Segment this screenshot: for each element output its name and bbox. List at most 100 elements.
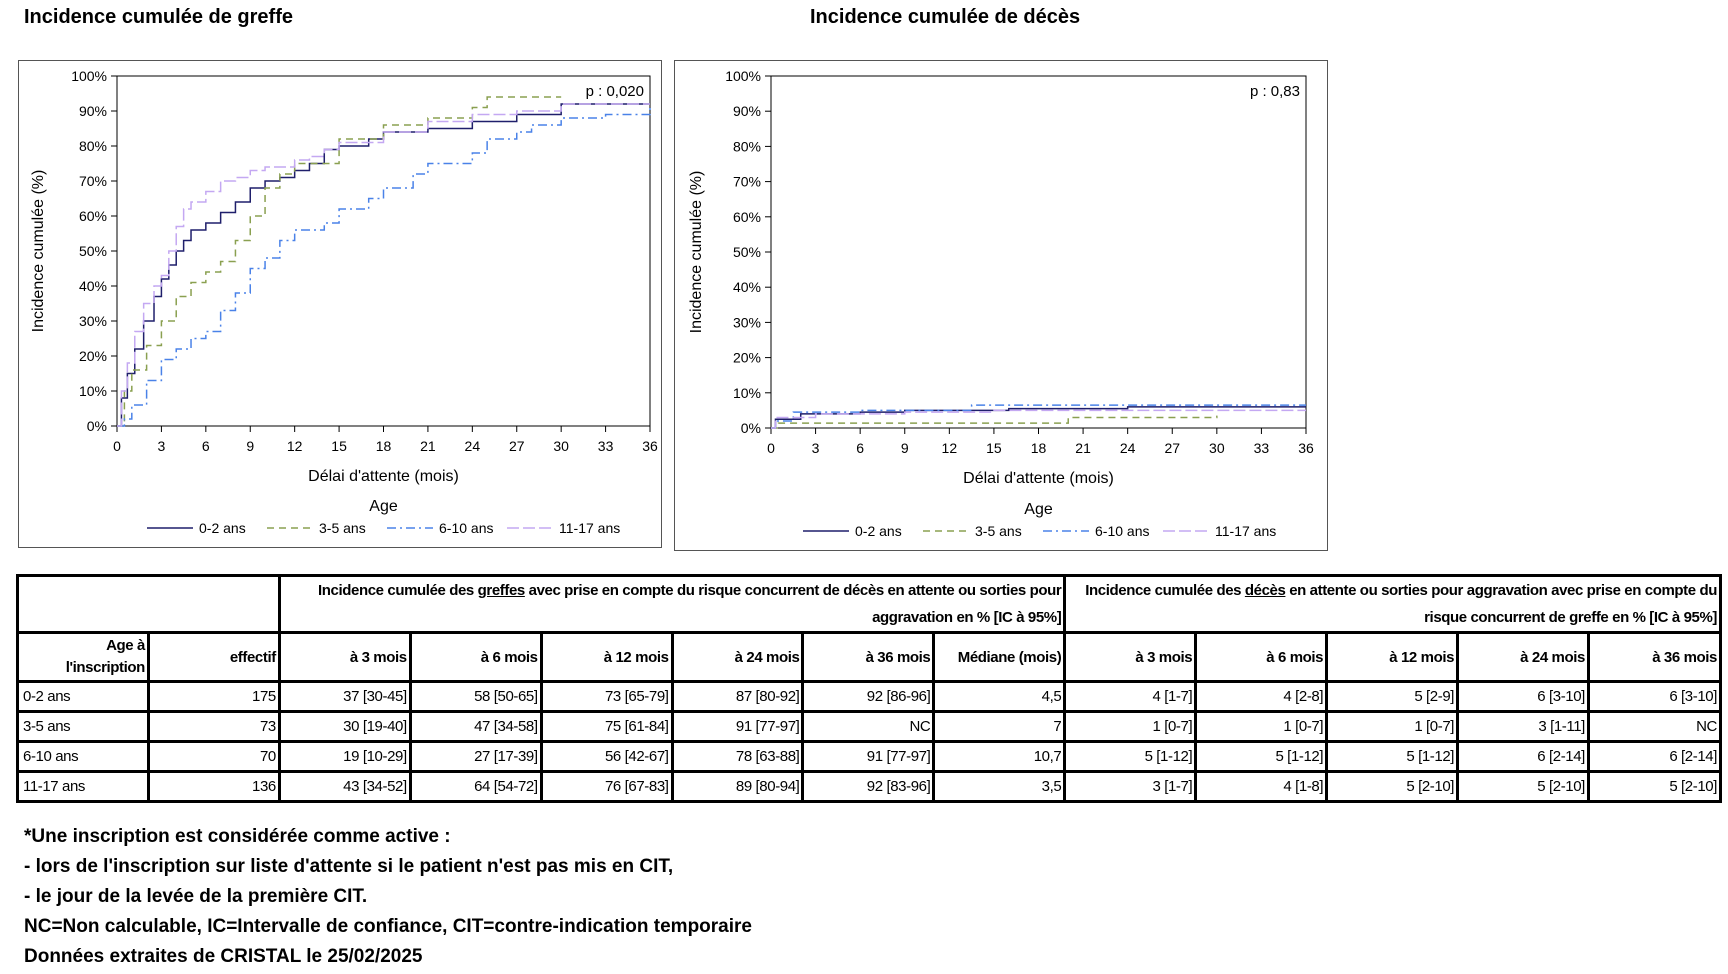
table-cell: 5 [2-10] xyxy=(1456,770,1590,803)
table-cell: 7 xyxy=(932,710,1067,743)
x-tick-label: 36 xyxy=(1298,440,1314,456)
y-tick-label: 90% xyxy=(733,103,761,119)
table-cell: 6 [2-14] xyxy=(1586,740,1723,773)
table-cell: 91 [77-97] xyxy=(801,740,936,773)
table-row-label: 6-10 ans xyxy=(16,740,150,773)
y-tick-label: 40% xyxy=(733,279,761,295)
table-cell: 56 [42-67] xyxy=(539,740,674,773)
x-tick-label: 12 xyxy=(287,438,303,454)
table-header-cell: à 12 mois xyxy=(539,631,674,683)
table-group-header-deces: Incidence cumulée des décès en attente o… xyxy=(1063,574,1722,634)
x-tick-label: 0 xyxy=(767,440,775,456)
table-header-cell: à 36 mois xyxy=(801,631,936,683)
series-line xyxy=(771,409,1306,429)
x-tick-label: 3 xyxy=(158,438,166,454)
legend-label: 3-5 ans xyxy=(319,520,366,536)
footnote-line: NC=Non calculable, IC=Intervalle de conf… xyxy=(24,916,752,937)
table-row-label: 3-5 ans xyxy=(16,710,150,743)
y-tick-label: 70% xyxy=(79,173,107,189)
legend-label: 0-2 ans xyxy=(855,523,902,539)
table-cell: 78 [63-88] xyxy=(670,740,805,773)
table-cell: 70 xyxy=(146,740,281,773)
table-cell: 4 [1-7] xyxy=(1063,680,1198,713)
table-header-cell: à 24 mois xyxy=(670,631,805,683)
table-cell: 5 [2-10] xyxy=(1325,770,1460,803)
table-cell: 43 [34-52] xyxy=(277,770,412,803)
footnote-line: - lors de l'inscription sur liste d'atte… xyxy=(24,856,674,877)
y-tick-label: 0% xyxy=(741,420,761,436)
table-header-cell: à 3 mois xyxy=(277,631,412,683)
y-tick-label: 50% xyxy=(733,244,761,260)
legend-title: Age xyxy=(1024,501,1053,518)
table-header-cell: à 12 mois xyxy=(1325,631,1460,683)
table-cell: NC xyxy=(1586,710,1723,743)
table-cell: 27 [17-39] xyxy=(408,740,543,773)
table-row: 6-10 ans 70 19 [10-29] 27 [17-39] 56 [42-67]… xyxy=(16,740,1723,773)
table-corner-cell xyxy=(16,574,281,634)
table-group-header-greffes: Incidence cumulée des greffes avec prise… xyxy=(277,574,1067,634)
x-tick-label: 30 xyxy=(1209,440,1225,456)
y-tick-label: 30% xyxy=(79,313,107,329)
y-axis-label: Incidence cumulée (%) xyxy=(688,171,705,334)
x-tick-label: 33 xyxy=(1254,440,1270,456)
x-tick-label: 3 xyxy=(812,440,820,456)
table-cell: 6 [2-14] xyxy=(1456,740,1590,773)
table-cell: 47 [34-58] xyxy=(408,710,543,743)
x-tick-label: 9 xyxy=(246,438,254,454)
table-cell: 58 [50-65] xyxy=(408,680,543,713)
table-cell: 87 [80-92] xyxy=(670,680,805,713)
x-axis-label: Délai d'attente (mois) xyxy=(963,470,1114,487)
x-tick-label: 15 xyxy=(331,438,347,454)
table-cell: 73 [65-79] xyxy=(539,680,674,713)
y-tick-label: 70% xyxy=(733,174,761,190)
table-cell: 76 [67-83] xyxy=(539,770,674,803)
table-header-cell: à 36 mois xyxy=(1586,631,1723,683)
table-header-age: Age à l'inscription xyxy=(16,631,150,683)
table-cell: 3 [1-11] xyxy=(1456,710,1590,743)
chart-greffe: 0%10%20%30%40%50%60%70%80%90%100%0 3 6 9 12 1… xyxy=(30,68,658,536)
table-cell: 4 [1-8] xyxy=(1194,770,1329,803)
x-tick-label: 21 xyxy=(1075,440,1091,456)
legend-label: 6-10 ans xyxy=(1095,523,1149,539)
chart-panel-greffe: 0% 10% 20% 30% 40% 50% 60% 70% 80% 90% 100% 0 3 6 9 12 1… xyxy=(18,60,662,548)
table-cell: 5 [2-10] xyxy=(1586,770,1723,803)
table-cell: 4 [2-8] xyxy=(1194,680,1329,713)
table-header-cell: à 3 mois xyxy=(1063,631,1198,683)
legend-label: 11-17 ans xyxy=(559,520,620,536)
table-cell: 75 [61-84] xyxy=(539,710,674,743)
y-tick-label: 40% xyxy=(79,278,107,294)
series-line xyxy=(117,96,562,427)
y-tick-label: 20% xyxy=(79,348,107,364)
footnote-line: *Une inscription est considérée comme ac… xyxy=(24,826,451,847)
table-row: 0-2 ans 175 37 [30-45] 58 [50-65] 73 [65-79]… xyxy=(16,680,1723,713)
table-cell: NC xyxy=(801,710,936,743)
table-cell: 136 xyxy=(146,770,281,803)
chart-title-deces: Incidence cumulée de décès xyxy=(810,6,1081,28)
y-tick-label: 20% xyxy=(733,350,761,366)
y-tick-label: 60% xyxy=(733,209,761,225)
table-cell: 37 [30-45] xyxy=(277,680,412,713)
x-tick-label: 21 xyxy=(420,438,436,454)
chart-deces: 0%10%20%30%40%50%60%70%80%90%100%0 3 6 9 12 1… xyxy=(688,68,1314,539)
footnote-line: Données extraites de CRISTAL le 25/02/20… xyxy=(24,946,423,967)
y-tick-label: 0% xyxy=(87,418,107,434)
series-line xyxy=(771,415,1218,429)
table-cell: 1 [0-7] xyxy=(1063,710,1198,743)
table-row-label: 0-2 ans xyxy=(16,680,150,713)
x-tick-label: 6 xyxy=(856,440,864,456)
table-cell: 5 [2-9] xyxy=(1325,680,1460,713)
y-tick-label: 30% xyxy=(733,314,761,330)
table-cell: 19 [10-29] xyxy=(277,740,412,773)
table-cell: 3,5 xyxy=(932,770,1067,803)
y-tick-label: 100% xyxy=(725,68,761,84)
plot-area xyxy=(770,75,1307,429)
x-tick-label: 30 xyxy=(553,438,569,454)
x-tick-label: 0 xyxy=(113,438,121,454)
table-cell: 92 [83-96] xyxy=(801,770,936,803)
table-cell: 4,5 xyxy=(932,680,1067,713)
table-cell: 5 [1-12] xyxy=(1325,740,1460,773)
x-tick-label: 9 xyxy=(901,440,909,456)
x-tick-label: 12 xyxy=(942,440,958,456)
series-line xyxy=(117,103,650,427)
x-tick-label: 33 xyxy=(598,438,614,454)
